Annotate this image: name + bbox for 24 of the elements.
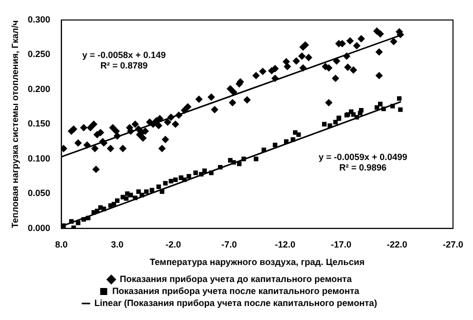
x-tick-label: -12.0: [274, 239, 296, 250]
x-axis-title: Температура наружного воздуха, град. Цельсия: [150, 257, 365, 268]
y-tick-label: 0.000: [28, 222, 50, 233]
legend-label: Показания прибора учета после капитального ремонта: [112, 286, 360, 296]
y-tick-label: 0.050: [28, 188, 50, 198]
x-tick-label: -17.0: [330, 239, 352, 250]
y-tick-label: 0.250: [28, 49, 50, 60]
y-tick-label: 0.300: [28, 14, 50, 24]
y-tick-label: 0.200: [28, 84, 50, 94]
x-tick-label: -22.0: [386, 239, 408, 250]
x-tick-label: -7.0: [221, 239, 237, 250]
x-tick-label: -27.0: [442, 239, 464, 250]
annotation: R² = 0.8789: [100, 60, 148, 70]
legend-label: Linear (Показания прибора учета после капитального ремонта): [94, 298, 378, 308]
x-tick-label: -2.0: [165, 239, 181, 250]
x-tick-label: 8.0: [55, 239, 68, 250]
x-tick-label: 3.0: [111, 239, 124, 250]
legend-label: Показания прибора учета до капитального ремонта: [120, 274, 353, 284]
y-tick-label: 0.100: [28, 153, 50, 164]
y-axis-title: Тепловая нагрузка системы отопления, Гкал/ч: [10, 20, 20, 228]
annotation: y = -0.0059x + 0.0499: [318, 152, 408, 162]
y-tick-label: 0.150: [28, 118, 50, 129]
annotation: R² = 0.9896: [339, 162, 387, 172]
annotation: y = -0.0058x + 0.149: [82, 50, 166, 60]
